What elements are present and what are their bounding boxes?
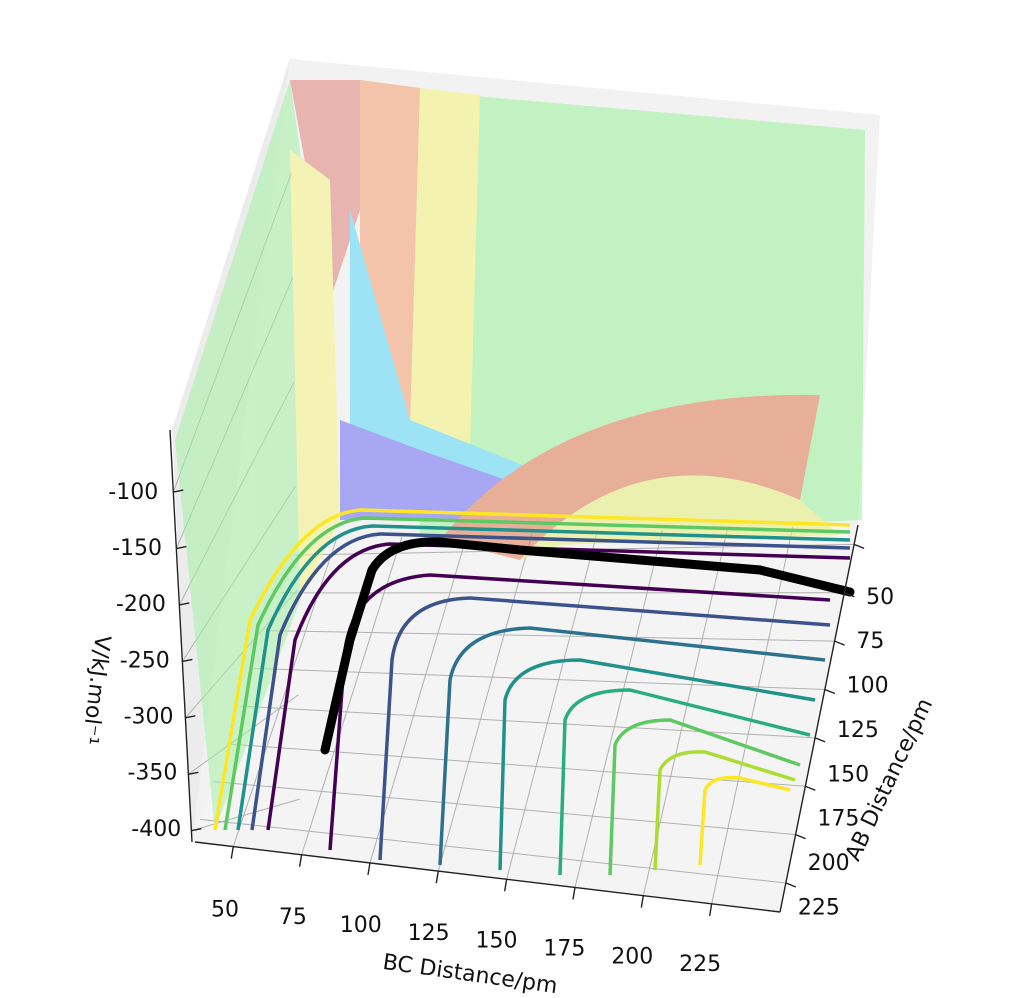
surface-mid-left	[290, 150, 340, 600]
z-tick-label: -150	[112, 536, 162, 561]
y-tick	[834, 640, 845, 646]
y-tick	[814, 737, 826, 743]
surface-valley	[340, 420, 620, 520]
contour	[438, 626, 826, 866]
x-tick	[503, 879, 508, 892]
contour	[558, 688, 811, 876]
y-tick-label: 75	[856, 629, 884, 654]
x-axis	[194, 841, 781, 913]
grid-line	[301, 537, 403, 855]
contour	[653, 750, 796, 871]
x-tick	[230, 846, 234, 859]
contour	[698, 775, 791, 866]
surface-ridge	[440, 394, 820, 560]
y-tick-label: 175	[817, 807, 859, 832]
y-tick-label: 50	[866, 585, 894, 610]
grid-line	[437, 533, 533, 872]
x-tick-label: 50	[211, 897, 239, 922]
grid-line	[506, 531, 598, 880]
z-tick-label: -400	[131, 817, 181, 842]
z-axis	[169, 429, 193, 843]
z-tick	[188, 771, 199, 775]
x-tick-label: 100	[340, 913, 382, 938]
x-tick-label: 225	[679, 952, 721, 977]
z-tick-label: -350	[127, 761, 177, 786]
x-tick	[435, 870, 439, 884]
y-axis	[779, 524, 859, 913]
surface-low	[350, 210, 560, 520]
z-tick	[182, 658, 193, 663]
x-tick	[572, 887, 576, 900]
contour	[213, 508, 851, 831]
grid-line	[213, 781, 796, 836]
contour	[498, 658, 816, 871]
y-tick-label: 100	[847, 674, 889, 699]
grid-line	[200, 818, 786, 884]
contour	[608, 718, 801, 876]
z-tick-label: -250	[120, 648, 170, 673]
x-tick	[640, 895, 645, 908]
y-tick-label: 200	[808, 851, 850, 876]
surface	[175, 80, 865, 830]
y-tick	[853, 543, 865, 549]
x-tick-label: 150	[476, 929, 518, 954]
z-tick	[173, 489, 184, 493]
x-tick	[708, 903, 713, 916]
x-tick-label: 200	[611, 944, 653, 969]
z-tick	[185, 715, 196, 719]
contour	[266, 542, 851, 831]
contours	[213, 508, 851, 876]
x-tick	[367, 862, 371, 876]
x-tick-label: 175	[543, 937, 585, 962]
grid-line	[191, 798, 300, 832]
surface-mid	[410, 88, 480, 450]
trajectory	[320, 537, 855, 755]
y-tick	[785, 882, 797, 888]
x-axis-label: BC Distance/pm	[381, 950, 559, 998]
x-tick-label: 125	[408, 921, 450, 946]
x-tick	[298, 854, 303, 867]
contour	[223, 516, 851, 831]
z-tick	[179, 602, 190, 606]
y-tick	[795, 833, 806, 840]
y-tick-label: 125	[837, 718, 879, 743]
surface-high	[360, 80, 420, 430]
z-tick-label: -200	[116, 592, 166, 617]
y-tick	[805, 785, 816, 791]
grid-line	[711, 526, 794, 904]
grid-line	[369, 535, 468, 864]
z-axis-label: V/kJ.mol⁻¹	[76, 634, 114, 746]
y-tick-label: 150	[827, 762, 869, 787]
z-tick-label: -100	[108, 480, 158, 505]
y-tick	[824, 688, 836, 695]
contour	[250, 532, 851, 831]
z-tick	[176, 545, 187, 550]
z-tick	[191, 828, 202, 832]
contour	[236, 524, 851, 831]
y-tick	[844, 592, 855, 598]
contour	[378, 596, 831, 861]
grid-line	[267, 630, 835, 642]
z-tick-label: -300	[124, 704, 174, 729]
x-tick-label: 75	[279, 905, 307, 930]
surface-wall	[175, 80, 330, 830]
y-tick-label: 225	[798, 895, 840, 920]
